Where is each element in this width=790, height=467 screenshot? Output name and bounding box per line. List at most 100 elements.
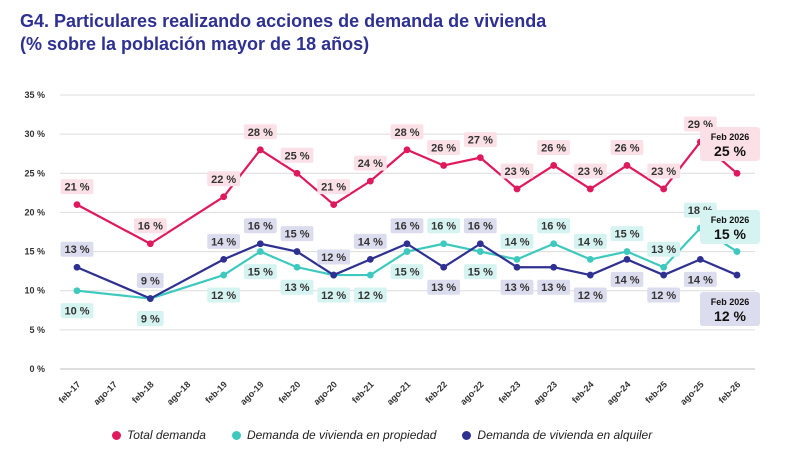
- data-label-alquiler-bg: [280, 226, 314, 242]
- data-label-propiedad-bg: [390, 264, 424, 280]
- data-label-alquiler-bg: [137, 273, 164, 289]
- data-point-propiedad: [73, 287, 81, 295]
- data-label-propiedad: 16 %: [431, 221, 456, 233]
- data-label-total-bg: [207, 171, 241, 187]
- data-label-total: 23 %: [651, 166, 676, 178]
- data-label-total: 23 %: [578, 166, 603, 178]
- end-callout-value-total: 25 %: [714, 143, 746, 159]
- data-point-propiedad: [403, 248, 411, 255]
- x-tick-label: ago-17: [91, 379, 119, 407]
- data-label-total: 23 %: [504, 166, 529, 178]
- data-label-propiedad: 9 %: [141, 314, 160, 326]
- end-callout-propiedad-bg: [700, 210, 760, 244]
- data-label-propiedad: 16 %: [541, 221, 566, 233]
- data-label-total: 21 %: [321, 182, 346, 194]
- end-callout-total-bg: [700, 127, 760, 161]
- y-tick-label: 15 %: [24, 247, 45, 257]
- data-label-propiedad-bg: [463, 264, 497, 280]
- data-label-total: 16 %: [138, 221, 163, 233]
- data-point-total: [586, 185, 594, 193]
- legend-marker-propiedad: [231, 430, 241, 440]
- data-label-total-bg: [243, 124, 277, 140]
- x-tick-label: ago-21: [385, 379, 413, 407]
- data-label-total: 28 %: [394, 127, 419, 139]
- data-label-alquiler-bg: [390, 218, 424, 234]
- data-label-total-bg: [317, 179, 351, 195]
- end-callout-value-alquiler: 12 %: [714, 308, 746, 324]
- data-point-alquiler: [440, 263, 448, 271]
- data-label-total-bg: [463, 132, 497, 148]
- chart-legend: Total demanda Demanda de vivienda en pro…: [112, 428, 652, 442]
- data-label-alquiler-bg: [60, 241, 94, 257]
- data-label-alquiler-bg: [207, 233, 241, 249]
- x-tick-label: feb-26: [717, 379, 743, 405]
- x-tick-label: feb-23: [497, 379, 523, 405]
- data-label-total: 26 %: [614, 142, 639, 154]
- legend-marker-alquiler: [462, 430, 472, 440]
- end-callout-alquiler-bg: [700, 292, 760, 326]
- data-label-total: 24 %: [358, 158, 383, 170]
- data-point-alquiler: [550, 263, 558, 271]
- x-tick-label: ago-19: [238, 379, 266, 407]
- data-point-total: [293, 169, 301, 177]
- y-tick-label: 0 %: [29, 364, 45, 374]
- chart-title-line1: G4. Particulares realizando acciones de …: [20, 11, 547, 31]
- data-label-alquiler-bg: [647, 287, 681, 303]
- end-callout-caption-total: Feb 2026: [711, 132, 750, 142]
- data-label-alquiler-bg: [427, 279, 461, 295]
- data-label-alquiler: 13 %: [64, 244, 89, 256]
- data-label-total-bg: [60, 179, 94, 195]
- y-tick-label: 35 %: [24, 90, 45, 100]
- data-label-propiedad-bg: [280, 279, 314, 295]
- y-tick-label: 20 %: [24, 207, 45, 217]
- legend-item-total: Total demanda: [112, 428, 206, 442]
- data-point-total: [366, 177, 374, 185]
- data-label-total-bg: [133, 218, 167, 234]
- data-label-propiedad: 14 %: [578, 236, 603, 248]
- data-point-alquiler: [513, 263, 521, 271]
- data-label-propiedad: 15 %: [614, 229, 639, 241]
- data-label-total-bg: [427, 139, 461, 155]
- data-point-propiedad: [586, 256, 594, 263]
- data-point-alquiler: [73, 263, 81, 271]
- x-tick-label: ago-23: [531, 379, 559, 407]
- data-point-total: [513, 185, 521, 193]
- x-tick-label: feb-22: [423, 379, 449, 405]
- data-point-total: [220, 193, 228, 201]
- data-point-alquiler: [293, 248, 301, 255]
- data-label-propiedad-bg: [573, 233, 607, 249]
- data-label-alquiler: 12 %: [321, 252, 346, 264]
- data-label-propiedad: 13 %: [651, 244, 676, 256]
- data-point-propiedad: [660, 263, 668, 271]
- chart-title: G4. Particulares realizando acciones de …: [20, 10, 546, 56]
- data-label-alquiler: 15 %: [284, 229, 309, 241]
- data-point-alquiler: [146, 295, 154, 302]
- data-point-alquiler: [256, 240, 264, 248]
- data-point-total: [403, 146, 411, 154]
- data-label-propiedad: 15 %: [248, 267, 273, 279]
- data-label-alquiler: 14 %: [211, 236, 236, 248]
- end-callout-caption-propiedad: Feb 2026: [711, 215, 750, 225]
- data-label-propiedad-bg: [317, 287, 351, 303]
- data-point-total: [733, 169, 741, 177]
- data-label-propiedad: 10 %: [64, 306, 89, 318]
- y-tick-label: 30 %: [24, 129, 45, 139]
- data-label-alquiler-bg: [500, 279, 534, 295]
- data-label-total: 26 %: [431, 142, 456, 154]
- data-label-propiedad-bg: [243, 264, 277, 280]
- data-label-total-bg: [573, 163, 607, 179]
- x-tick-label: feb-19: [203, 379, 229, 405]
- data-label-total: 22 %: [211, 174, 236, 186]
- data-point-total: [440, 162, 448, 169]
- data-point-alquiler: [330, 271, 338, 279]
- x-tick-label: ago-24: [605, 379, 633, 407]
- data-label-propiedad-bg: [537, 218, 571, 234]
- data-label-alquiler-bg: [683, 271, 717, 287]
- data-label-total: 25 %: [284, 150, 309, 162]
- data-point-propiedad: [220, 271, 228, 279]
- data-point-total: [73, 201, 81, 209]
- data-label-total-bg: [610, 139, 644, 155]
- data-label-propiedad: 12 %: [211, 290, 236, 302]
- data-label-propiedad-bg: [500, 233, 534, 249]
